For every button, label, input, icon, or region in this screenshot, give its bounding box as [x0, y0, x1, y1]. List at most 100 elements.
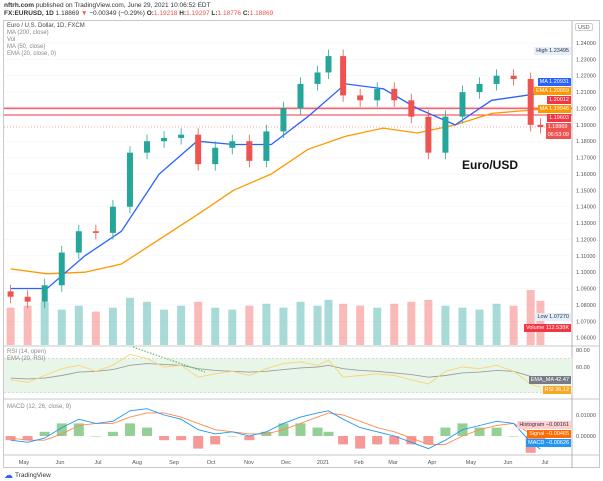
candle-body	[263, 131, 270, 161]
price-tick-label: 1.08000	[576, 303, 596, 309]
tag-value: −0.00161	[545, 422, 569, 428]
volume-bar	[407, 301, 416, 345]
macd-signal-line	[10, 412, 541, 447]
tag-label: RSI	[544, 387, 554, 393]
volume-bar	[228, 309, 237, 345]
macd-histogram-bar	[56, 423, 67, 436]
candle-body	[357, 95, 364, 101]
tag-value: 1.20931	[549, 79, 569, 85]
price-tick-label: 1.13000	[576, 221, 596, 227]
publish-info: nftrh.com published on TradingView.com, …	[4, 2, 211, 10]
volume-bar	[492, 303, 501, 345]
macd-histogram-bar	[73, 423, 84, 436]
price-tick-label: 1.11000	[576, 254, 595, 260]
published-text: published on TradingView.com, June 29, 2…	[35, 2, 211, 9]
price-tick-label: 1.15000	[576, 188, 596, 194]
price-tag: High 1.23495	[534, 47, 571, 55]
rsi-ema-line	[10, 363, 541, 383]
candle-body	[391, 88, 398, 101]
candle-body	[24, 296, 31, 302]
countdown: 06:53:09	[547, 132, 569, 138]
time-tick-label: Jul	[541, 460, 548, 466]
symbol: FX:EURUSD, 1D	[4, 10, 54, 17]
tag-value: 1.20059	[549, 88, 569, 94]
volume-bar	[262, 303, 271, 345]
macd-histogram-bar	[423, 436, 434, 445]
volume-bar	[296, 301, 305, 345]
macd-histogram-bar	[90, 436, 101, 437]
macd-histogram-bar	[176, 436, 187, 441]
macd-histogram-bar	[142, 427, 153, 436]
volume-bar	[143, 301, 152, 345]
publisher: nftrh.com	[4, 2, 34, 9]
price-tick-label: 1.06000	[576, 336, 596, 342]
volume-bar	[356, 305, 365, 345]
candle-body	[527, 79, 534, 125]
candle-body	[178, 134, 185, 138]
candle-body	[442, 116, 449, 153]
legend-ma200: MA (200, close)	[7, 30, 49, 36]
volume-bar	[125, 297, 134, 345]
candle-body	[459, 92, 466, 117]
volume-bar	[23, 305, 32, 345]
tag-value: 42.47	[555, 377, 569, 383]
price-tick-label: 1.12000	[576, 237, 596, 243]
volume-bar	[40, 301, 49, 345]
price-tag: 1.19603	[547, 114, 571, 122]
volume-bar	[160, 309, 169, 345]
macd-histogram-bar	[508, 436, 519, 437]
currency-button[interactable]: USD	[575, 23, 593, 31]
volume-bar	[313, 305, 322, 345]
legend-rsi: RSI (14, open)	[7, 349, 47, 355]
macd-tick-label: 0.00000	[576, 434, 596, 440]
time-tick-label: Dec	[281, 460, 291, 466]
macd-histogram-bar	[193, 436, 204, 449]
tag-label: High	[536, 48, 548, 54]
time-tick-label: Sep	[169, 460, 179, 466]
tag-label: MACD	[528, 440, 545, 446]
low-value: 1.18776	[217, 10, 242, 17]
rsi-line	[10, 353, 541, 388]
price-tick-label: 1.17000	[576, 156, 596, 162]
time-tick-label: Nov	[244, 460, 254, 466]
tag-label: Volume	[525, 325, 545, 331]
macd-histogram-bar	[372, 436, 383, 445]
legend-rsi-ema: EMA (20, RSI)	[7, 356, 46, 362]
candle-body	[41, 285, 48, 302]
price-tag: 1.20012	[547, 96, 571, 104]
macd-histogram-bar	[440, 427, 451, 436]
volume-bar	[91, 311, 100, 345]
time-tick-label: Mar	[388, 460, 398, 466]
price-tag: Volume 112.538K	[523, 324, 571, 332]
volume-bar	[211, 307, 220, 345]
tag-value: 1.20012	[549, 97, 569, 103]
legend-macd: MACD (12, 26, close, 9)	[7, 404, 72, 410]
price-tick-label: 1.24000	[576, 41, 596, 47]
volume-bar	[74, 305, 83, 345]
price-tag: EMA 1.20059	[533, 87, 571, 95]
open-value: 1.19218	[153, 10, 178, 17]
candle-body	[510, 75, 517, 80]
volume-bar	[536, 300, 545, 345]
price-tick-label: 1.16000	[576, 172, 596, 178]
price-tag: MA 1.19946	[537, 105, 571, 113]
price-tick-label: 1.20000	[576, 106, 596, 112]
macd-histogram-bar	[491, 427, 502, 436]
volume-bar	[475, 309, 484, 345]
time-tick-label: May	[19, 460, 30, 466]
volume-bar	[108, 307, 117, 345]
candle-body	[476, 83, 483, 93]
candle-body	[109, 206, 116, 233]
legend-main: Euro / U.S. Dollar, 1D, FXCM	[7, 23, 85, 29]
tag-label: Histogram	[519, 422, 545, 428]
price-tag: 1.18869 06:53:09	[545, 123, 571, 139]
ma200-line	[10, 108, 541, 275]
close-label: C:	[242, 10, 250, 17]
open-label: O:	[146, 10, 154, 17]
candle-body	[246, 141, 253, 161]
low-label: L:	[211, 10, 218, 17]
candle-body	[408, 100, 415, 117]
legend-ma50: MA (50, close)	[7, 44, 46, 50]
macd-line	[10, 408, 541, 450]
